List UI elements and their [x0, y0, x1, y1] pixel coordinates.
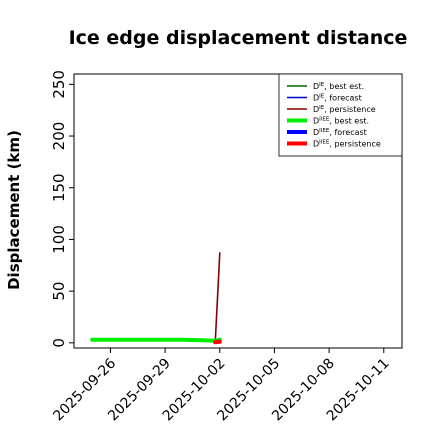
legend: DIE, best est. DIE, forecast DIE, persiste…: [278, 73, 403, 157]
series-line-5: [213, 339, 222, 345]
chart-title: Ice edge displacement distance: [69, 27, 408, 49]
y-tick-label: 50: [50, 282, 68, 301]
y-tick-label: 150: [50, 173, 68, 202]
legend-label-2: DIE, persistence: [313, 105, 376, 114]
plot-series: [90, 252, 222, 345]
y-axis-label: Displacement (km): [5, 130, 23, 290]
legend-label-3: DIIEE, best est.: [313, 117, 369, 126]
legend-label-0: DIE, best est.: [313, 82, 364, 91]
legend-label-1: DIE, forecast: [313, 94, 362, 103]
y-tick-label: 100: [50, 225, 68, 254]
y-tick-label: 200: [50, 122, 68, 151]
plot-frame: [73, 73, 403, 349]
y-tick-label: 250: [50, 70, 68, 99]
series-line-3: [90, 337, 222, 343]
series-line-2: [214, 252, 221, 344]
legend-label-4: DIIEE, forecast: [313, 128, 367, 137]
y-tick-label: 0: [50, 338, 68, 348]
legend-label-5: DIIEE, persistence: [313, 140, 381, 149]
